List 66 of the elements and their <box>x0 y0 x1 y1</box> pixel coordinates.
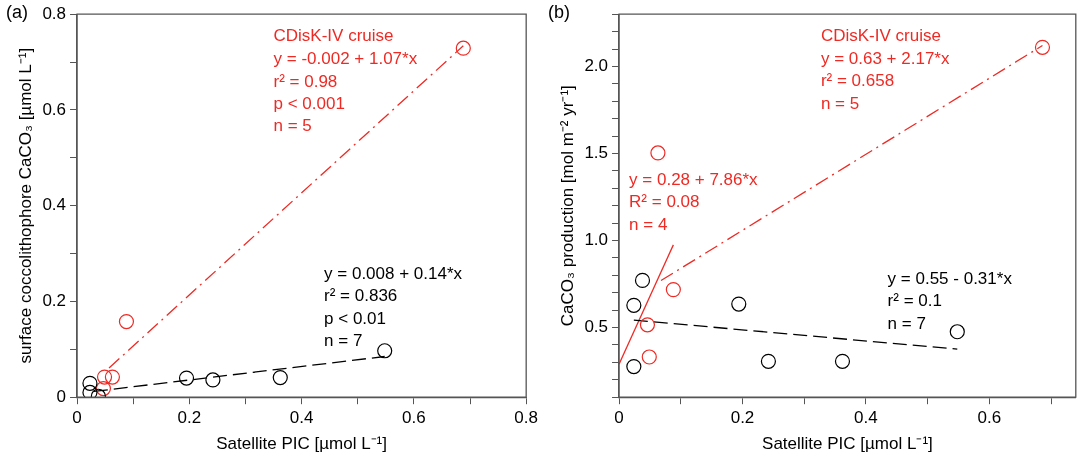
x-axis-title: Satellite PIC [µmol L⁻¹] <box>216 434 387 454</box>
x-tick-label: 0.6 <box>977 408 1002 428</box>
y-tick-label: 0.2 <box>42 291 67 311</box>
x-tick-label: 0.2 <box>177 408 202 428</box>
x-tick-label: 0 <box>614 408 624 428</box>
point <box>665 282 681 298</box>
point <box>95 380 112 397</box>
point <box>96 369 113 385</box>
point <box>205 372 221 388</box>
point <box>639 317 656 333</box>
annotation: n = 4 <box>629 215 668 235</box>
point <box>455 40 471 56</box>
annotation: CDisK-IV cruise <box>820 26 941 46</box>
y-tick-label: 0.4 <box>42 195 67 215</box>
annotation: y = 0.008 + 0.14*x <box>324 263 463 283</box>
x-tick-label: 0.8 <box>514 408 538 428</box>
point <box>641 349 657 365</box>
annotation: r² = 0.658 <box>820 70 895 90</box>
annotation: CDisK-IV cruise <box>273 26 394 46</box>
annotation: y = 0.55 - 0.31*x <box>887 268 1013 288</box>
point <box>634 272 651 288</box>
annotation: n = 5 <box>820 93 860 113</box>
y-tick-label: 2.0 <box>584 56 609 76</box>
point <box>178 370 195 386</box>
y-axis-title: surface coccolithophore CaCO₃ [µmol L⁻¹] <box>15 47 35 364</box>
annotation: R² = 0.08 <box>629 191 700 211</box>
x-tick-label: 0.6 <box>402 408 426 428</box>
point <box>760 353 777 369</box>
annotation: n = 7 <box>324 330 363 350</box>
point <box>834 353 851 369</box>
point <box>82 384 98 398</box>
annotation: n = 7 <box>887 313 926 333</box>
x-axis-title: Satellite PIC [µmol L⁻¹] <box>762 434 933 454</box>
annotation: r² = 0.836 <box>324 285 398 305</box>
chart-title: (a) <box>6 1 28 22</box>
annotation: p < 0.001 <box>273 93 345 113</box>
y-tick-label: 0.6 <box>42 99 67 119</box>
point <box>104 369 120 385</box>
y-tick-label: 0.8 <box>42 3 67 23</box>
x-tick-label: 0.2 <box>730 408 755 428</box>
point <box>731 296 747 312</box>
annotation: y = -0.002 + 1.07*x <box>273 48 418 68</box>
y-tick-label: 1.5 <box>584 143 609 163</box>
annotation: r² = 0.1 <box>887 291 942 311</box>
point <box>377 343 393 359</box>
x-tick-label: 0.4 <box>289 408 314 428</box>
annotation: p < 0.01 <box>324 308 386 328</box>
y-axis-title: CaCO₃ production [mol m⁻² yr⁻¹] <box>557 85 577 327</box>
annotation: n = 5 <box>273 116 312 136</box>
annotation: y = 0.28 + 7.86*x <box>629 170 759 190</box>
point <box>118 313 135 330</box>
point <box>272 369 288 386</box>
x-tick-label: 0 <box>72 408 82 428</box>
y-tick-label: 1.0 <box>584 230 609 250</box>
point <box>1034 39 1051 55</box>
y-tick-label: 0.5 <box>584 317 609 337</box>
point <box>626 358 642 375</box>
annotation: r² = 0.98 <box>273 71 338 91</box>
y-tick-label: 0 <box>56 386 67 406</box>
point <box>82 375 98 391</box>
point <box>626 297 642 313</box>
point <box>949 324 965 340</box>
x-tick-label: 0.4 <box>854 408 878 428</box>
chart-title: (b) <box>548 1 570 22</box>
point <box>650 145 666 161</box>
annotation: y = 0.63 + 2.17*x <box>820 48 950 68</box>
